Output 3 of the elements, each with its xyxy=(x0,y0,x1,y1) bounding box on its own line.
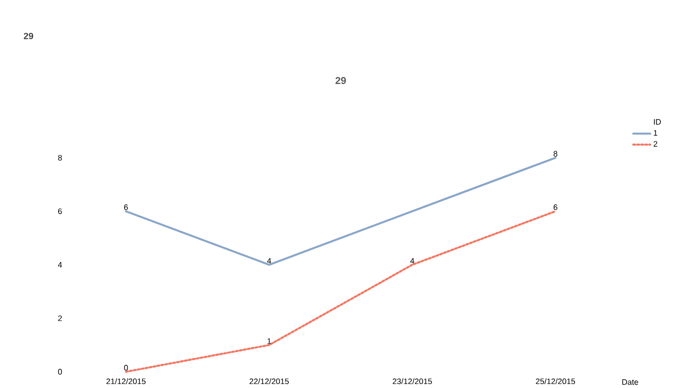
text: 29 xyxy=(24,32,34,40)
chart-title: 29 xyxy=(336,76,346,84)
line-series xyxy=(124,210,556,373)
